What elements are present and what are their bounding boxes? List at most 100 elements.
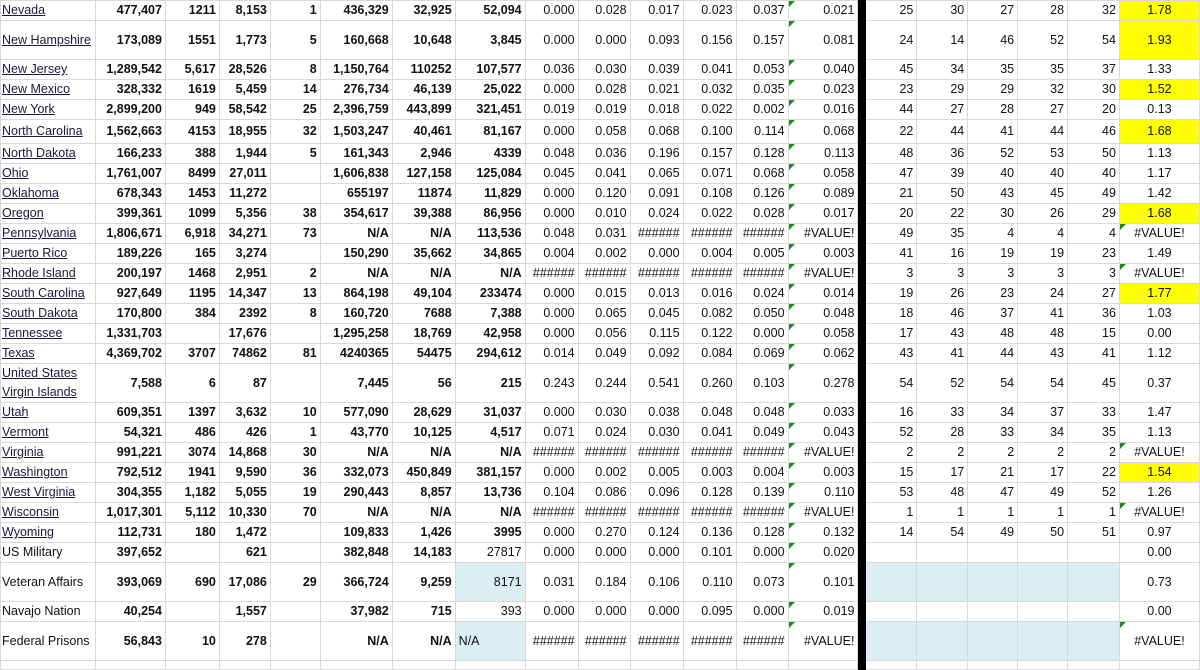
data-cell[interactable]: 42,958 [454,323,526,344]
data-cell[interactable]: 24 [865,20,918,60]
data-cell[interactable]: 0.041 [577,163,631,184]
data-cell[interactable]: 0.000 [524,462,579,483]
data-cell[interactable]: 450,849 [391,462,456,483]
data-cell[interactable] [1017,621,1069,661]
data-cell[interactable]: 0.014 [524,343,579,364]
data-cell[interactable]: 609,351 [94,402,166,423]
data-cell[interactable]: 621 [218,542,271,563]
row-name-cell[interactable]: Veteran Affairs [0,562,96,602]
data-cell[interactable]: 2,899,200 [94,99,166,120]
data-cell[interactable]: 34 [916,59,969,80]
data-cell[interactable]: 43 [967,183,1019,204]
data-cell[interactable]: 29 [1067,203,1120,224]
empty-cell[interactable] [916,660,969,670]
data-cell[interactable]: 1397 [164,402,220,423]
empty-cell[interactable] [391,660,456,670]
data-cell[interactable]: 0.068 [735,163,789,184]
data-cell[interactable]: 0.000 [735,542,789,563]
data-cell[interactable]: 399,361 [94,203,166,224]
data-cell[interactable]: 81 [269,343,321,364]
data-cell[interactable]: 0.002 [577,243,631,264]
row-name-link[interactable]: North Carolina [2,124,83,138]
data-cell[interactable]: N/A [391,502,456,523]
data-cell[interactable]: N/A [319,442,393,463]
data-cell[interactable]: 112,731 [94,522,166,543]
data-cell[interactable]: 37 [1067,59,1120,80]
data-cell[interactable]: 1,295,258 [319,323,393,344]
data-cell[interactable]: 33 [967,422,1019,443]
data-cell[interactable]: 864,198 [319,283,393,304]
empty-cell[interactable] [218,660,271,670]
row-name-link[interactable]: South Dakota [2,306,78,320]
data-cell[interactable]: 52,094 [454,0,526,21]
data-cell[interactable]: ###### [629,223,684,244]
data-cell[interactable]: 10 [269,402,321,423]
data-cell[interactable]: 21 [865,183,918,204]
data-cell[interactable]: 0.091 [629,183,684,204]
row-name-cell[interactable]: Nevada [0,0,96,21]
data-cell[interactable]: 11,272 [218,183,271,204]
data-cell[interactable]: 17 [865,323,918,344]
data-cell[interactable]: 0.128 [735,143,789,164]
data-cell[interactable]: ###### [524,263,579,284]
data-cell[interactable]: N/A [454,621,526,661]
data-cell[interactable]: 25,022 [454,79,526,100]
data-cell[interactable]: ###### [629,263,684,284]
data-cell[interactable]: N/A [319,263,393,284]
data-cell[interactable]: 1,562,663 [94,119,166,144]
data-cell[interactable]: 397,652 [94,542,166,563]
data-cell[interactable]: 180 [164,522,220,543]
data-cell[interactable] [967,601,1019,622]
data-cell[interactable]: 215 [454,363,526,403]
data-cell[interactable]: 46 [967,20,1019,60]
data-cell[interactable]: 294,612 [454,343,526,364]
data-cell[interactable]: 52 [967,143,1019,164]
row-name-cell[interactable]: Wisconsin [0,502,96,523]
row-name-cell[interactable]: Utah [0,402,96,423]
row-name-cell[interactable]: Vermont [0,422,96,443]
data-cell[interactable]: 49,104 [391,283,456,304]
data-cell[interactable]: 54 [967,363,1019,403]
data-cell[interactable]: 3 [916,263,969,284]
data-cell[interactable]: ###### [682,442,737,463]
data-cell[interactable]: 10,125 [391,422,456,443]
data-cell[interactable]: 33 [916,402,969,423]
data-cell[interactable]: 276,734 [319,79,393,100]
row-name-cell[interactable]: South Dakota [0,303,96,324]
row-name-cell[interactable]: West Virginia [0,482,96,503]
data-cell[interactable]: 40 [967,163,1019,184]
data-cell[interactable]: 7,588 [94,363,166,403]
data-cell[interactable]: 14,347 [218,283,271,304]
data-cell[interactable]: 304,355 [94,482,166,503]
data-cell[interactable]: 0.040 [787,59,859,80]
data-cell[interactable] [865,542,918,563]
data-cell[interactable]: 4153 [164,119,220,144]
data-cell[interactable]: 0.062 [787,343,859,364]
data-cell[interactable]: 52 [1067,482,1120,503]
row-name-cell[interactable]: Navajo Nation [0,601,96,622]
data-cell[interactable]: 0.084 [682,343,737,364]
data-cell[interactable]: 160,720 [319,303,393,324]
data-cell[interactable]: 0.000 [524,283,579,304]
data-cell[interactable]: 3707 [164,343,220,364]
data-cell[interactable]: 366,724 [319,562,393,602]
data-cell[interactable]: 26 [916,283,969,304]
data-cell[interactable]: 14 [269,79,321,100]
data-cell[interactable] [916,601,969,622]
row-name-cell[interactable]: New Hampshire [0,20,96,60]
data-cell[interactable]: ###### [682,621,737,661]
data-cell[interactable]: 0.019 [524,99,579,120]
data-cell[interactable]: 1,426 [391,522,456,543]
data-cell[interactable]: #VALUE! [787,263,859,284]
data-cell[interactable]: 30 [1067,79,1120,100]
data-cell[interactable]: 17 [1017,462,1069,483]
data-cell[interactable]: 39,388 [391,203,456,224]
data-cell[interactable]: 30 [916,0,969,21]
data-cell[interactable] [269,621,321,661]
data-cell[interactable]: 0.031 [524,562,579,602]
empty-cell[interactable] [0,660,96,670]
row-name-cell[interactable]: Wyoming [0,522,96,543]
data-cell[interactable]: 44 [916,119,969,144]
data-cell[interactable]: 3 [865,263,918,284]
data-cell[interactable]: 37 [967,303,1019,324]
